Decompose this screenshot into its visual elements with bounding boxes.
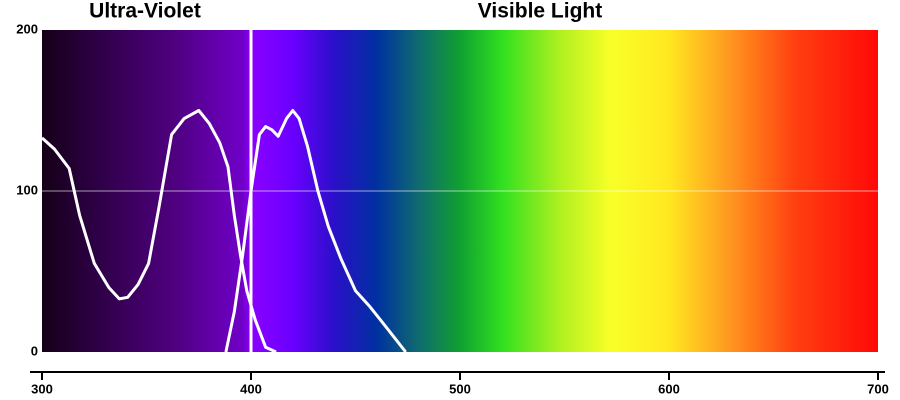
curve: [224, 109, 407, 353]
y-tick-label: 200: [16, 21, 38, 36]
x-tick-label: 500: [449, 381, 471, 396]
y-tick-label: 0: [31, 343, 38, 358]
x-tick-label: 600: [658, 381, 680, 396]
y-tick-label: 100: [16, 182, 38, 197]
x-tick-label: 400: [240, 381, 262, 396]
curve: [40, 109, 277, 354]
x-tick-label: 300: [31, 381, 53, 396]
annotation: Ultra-Violet: [89, 0, 201, 23]
x-tick-label: 700: [867, 381, 889, 396]
annotation: Visible Light: [478, 0, 602, 23]
